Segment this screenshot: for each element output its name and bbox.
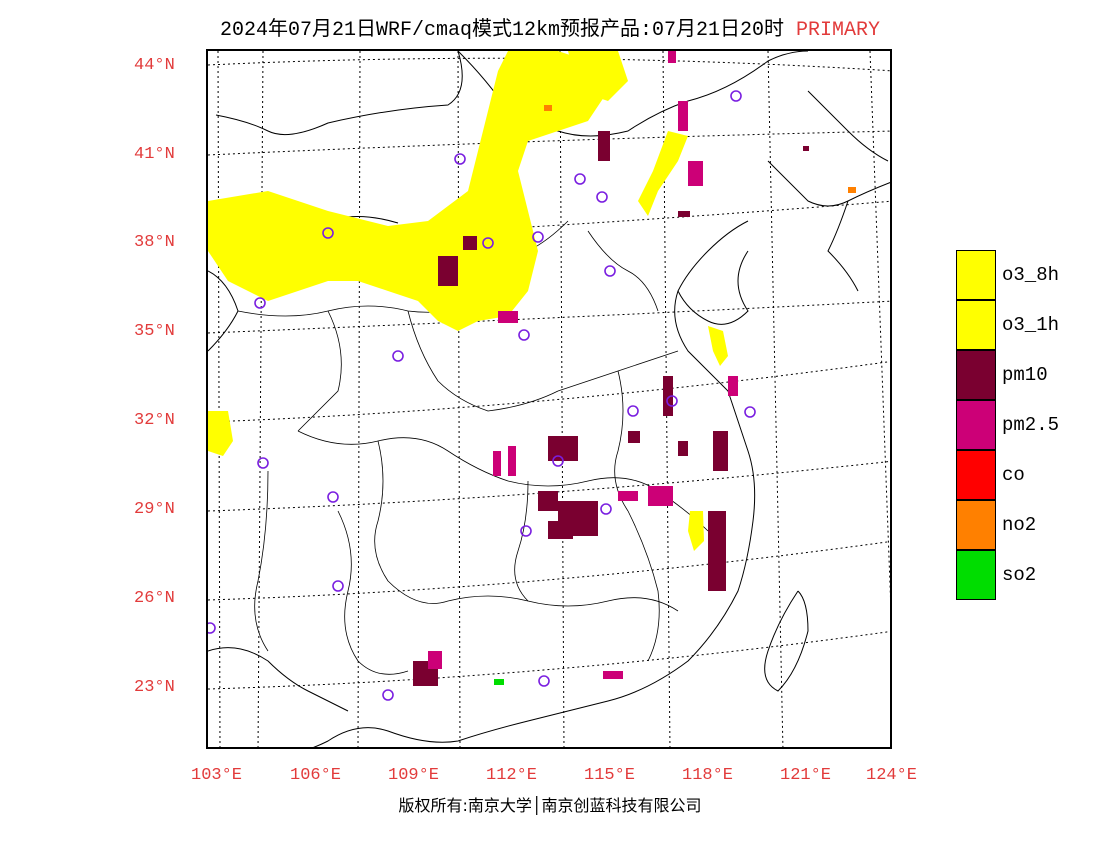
lat-label-26: 26°N — [134, 589, 175, 608]
legend-item-so2: so2 — [956, 550, 1086, 600]
legend-label: pm10 — [1002, 364, 1048, 386]
legend-swatch-no2 — [956, 500, 996, 550]
lat-label-32: 32°N — [134, 411, 175, 430]
legend-label: co — [1002, 464, 1025, 486]
lon-label-124: 124°E — [866, 766, 918, 785]
graticule — [208, 51, 890, 747]
lon-label-121: 121°E — [780, 766, 832, 785]
so2-patch — [494, 679, 504, 685]
station-markers — [208, 90, 756, 701]
province-borders — [237, 220, 709, 675]
pollutant-map — [208, 51, 890, 747]
lat-label-35: 35°N — [134, 322, 175, 341]
legend-item-co: co — [956, 450, 1086, 500]
map-frame — [206, 49, 892, 749]
legend-label: so2 — [1002, 564, 1037, 586]
copyright-credit: 版权所有:南京大学│南京创蓝科技有限公司 — [398, 796, 702, 815]
legend-item-no2: no2 — [956, 500, 1086, 550]
legend-swatch-o3-1h — [956, 300, 996, 350]
map-title: 2024年07月21日WRF/cmaq模式12km预报产品:07月21日20时 P… — [0, 12, 1100, 42]
legend-label: o3_1h — [1002, 314, 1060, 336]
lat-label-41: 41°N — [134, 145, 175, 164]
legend-label: pm2.5 — [1002, 414, 1060, 436]
legend-label: o3_8h — [1002, 264, 1060, 286]
legend-swatch-co — [956, 450, 996, 500]
legend-swatch-so2 — [956, 550, 996, 600]
legend-label: no2 — [1002, 514, 1037, 536]
title-primary-tag: PRIMARY — [796, 19, 881, 42]
o3-region — [208, 51, 728, 551]
legend-swatch-pm25 — [956, 400, 996, 450]
lat-label-38: 38°N — [134, 233, 175, 252]
legend-swatch-o3-8h — [956, 250, 996, 300]
lat-label-29: 29°N — [134, 500, 175, 519]
country-borders — [208, 51, 890, 747]
legend-item-pm25: pm2.5 — [956, 400, 1086, 450]
legend-swatch-pm10 — [956, 350, 996, 400]
lat-label-23: 23°N — [134, 678, 175, 697]
pm25-patches — [428, 51, 738, 679]
lon-label-118: 118°E — [682, 766, 734, 785]
lon-label-103: 103°E — [191, 766, 243, 785]
no2-patch — [848, 187, 856, 193]
lon-label-109: 109°E — [388, 766, 440, 785]
legend-item-o3-1h: o3_1h — [956, 300, 1086, 350]
legend-item-pm10: pm10 — [956, 350, 1086, 400]
legend-item-o3-8h: o3_8h — [956, 250, 1086, 300]
lon-label-112: 112°E — [486, 766, 538, 785]
lon-label-115: 115°E — [584, 766, 636, 785]
lat-label-44: 44°N — [134, 56, 175, 75]
no2-patch — [544, 105, 552, 111]
lon-label-106: 106°E — [290, 766, 342, 785]
pm10-patches — [413, 131, 809, 686]
title-main: 2024年07月21日WRF/cmaq模式12km预报产品:07月21日20时 — [219, 19, 785, 42]
